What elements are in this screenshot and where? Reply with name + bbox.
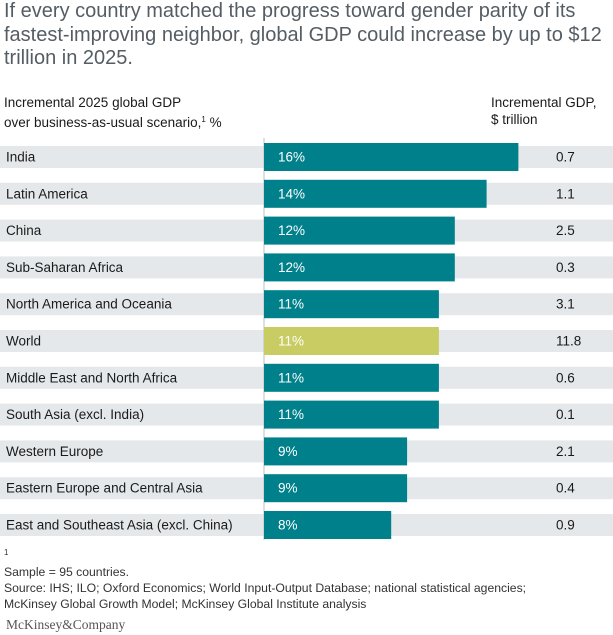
bar: [264, 253, 455, 282]
category-label: India: [6, 150, 36, 165]
footnote-sample: 1 Sample = 95 countries.: [4, 545, 609, 580]
bar-value-label: 12%: [278, 260, 305, 275]
trillion-value: 3.1: [556, 297, 575, 312]
footnote-sample-text: Sample = 95 countries.: [4, 565, 129, 579]
category-label: World: [6, 334, 41, 349]
trillion-value: 0.1: [556, 407, 575, 422]
bar-value-label: 9%: [278, 444, 298, 459]
trillion-value: 0.7: [556, 150, 575, 165]
trillion-column-header-line2: $ trillion: [491, 112, 538, 127]
bar-value-label: 14%: [278, 186, 305, 201]
category-label: Eastern Europe and Central Asia: [6, 481, 203, 496]
trillion-value: 0.4: [556, 481, 575, 496]
bar-value-label: 8%: [278, 518, 298, 533]
category-label: Sub-Saharan Africa: [6, 260, 124, 275]
bar-value-label: 12%: [278, 223, 305, 238]
source-line-1: Source: IHS; ILO; Oxford Economics; Worl…: [4, 581, 527, 595]
trillion-value: 11.8: [556, 334, 581, 349]
source-line-2: McKinsey Global Growth Model; McKinsey G…: [4, 597, 367, 611]
value-column-header-line2: over business-as-usual scenario,1 %: [4, 111, 222, 131]
bar: [264, 474, 408, 503]
trillion-value: 1.1: [556, 186, 575, 201]
category-label: Middle East and North Africa: [6, 370, 178, 385]
chart-title: If every country matched the progress to…: [4, 0, 602, 69]
mckinsey-logo: McKinsey&Company: [6, 617, 126, 632]
trillion-value: 2.1: [556, 444, 575, 459]
bar: [264, 290, 439, 319]
trillion-value: 2.5: [556, 223, 575, 238]
bar: [264, 363, 439, 392]
bar-value-label: 16%: [278, 150, 305, 165]
bar: [264, 400, 439, 429]
trillion-column-header-line1: Incremental GDP,: [491, 95, 597, 110]
bar: [264, 511, 392, 539]
trillion-value: 0.3: [556, 260, 575, 275]
bar: [264, 216, 455, 245]
bar: [264, 143, 519, 171]
bar: [264, 179, 487, 208]
bar-chart: India 16% 0.7 Latin America 14% 1.1 China 12% 2.…: [0, 138, 613, 540]
footnote-marker: 1: [201, 115, 206, 124]
bar-highlight: [264, 327, 439, 355]
trillion-value: 0.6: [556, 370, 575, 385]
value-column-header-line1: Incremental 2025 global GDP: [4, 95, 182, 110]
bar-value-label: 9%: [278, 481, 298, 496]
category-label: China: [6, 223, 42, 238]
category-label: East and Southeast Asia (excl. China): [6, 518, 233, 533]
bar: [264, 437, 408, 466]
bar-value-label: 11%: [278, 297, 304, 312]
trillion-value: 0.9: [556, 518, 575, 533]
category-label: Western Europe: [6, 444, 103, 459]
category-label: North America and Oceania: [6, 297, 172, 312]
category-label: Latin America: [6, 186, 88, 201]
value-column-header-unit: %: [205, 115, 222, 130]
footnotes: 1 Sample = 95 countries. Source: IHS; ILO…: [4, 545, 609, 612]
value-column-header: Incremental 2025 global GDP over busines…: [4, 94, 222, 131]
bar-value-label: 11%: [278, 407, 304, 422]
value-column-header-text: over business-as-usual scenario,: [4, 115, 202, 130]
category-label: South Asia (excl. India): [6, 407, 144, 422]
footnote-marker: 1: [4, 548, 9, 557]
trillion-column-header: Incremental GDP, $ trillion: [491, 94, 597, 128]
bar-value-label: 11%: [278, 334, 304, 349]
bar-value-label: 11%: [278, 370, 304, 385]
